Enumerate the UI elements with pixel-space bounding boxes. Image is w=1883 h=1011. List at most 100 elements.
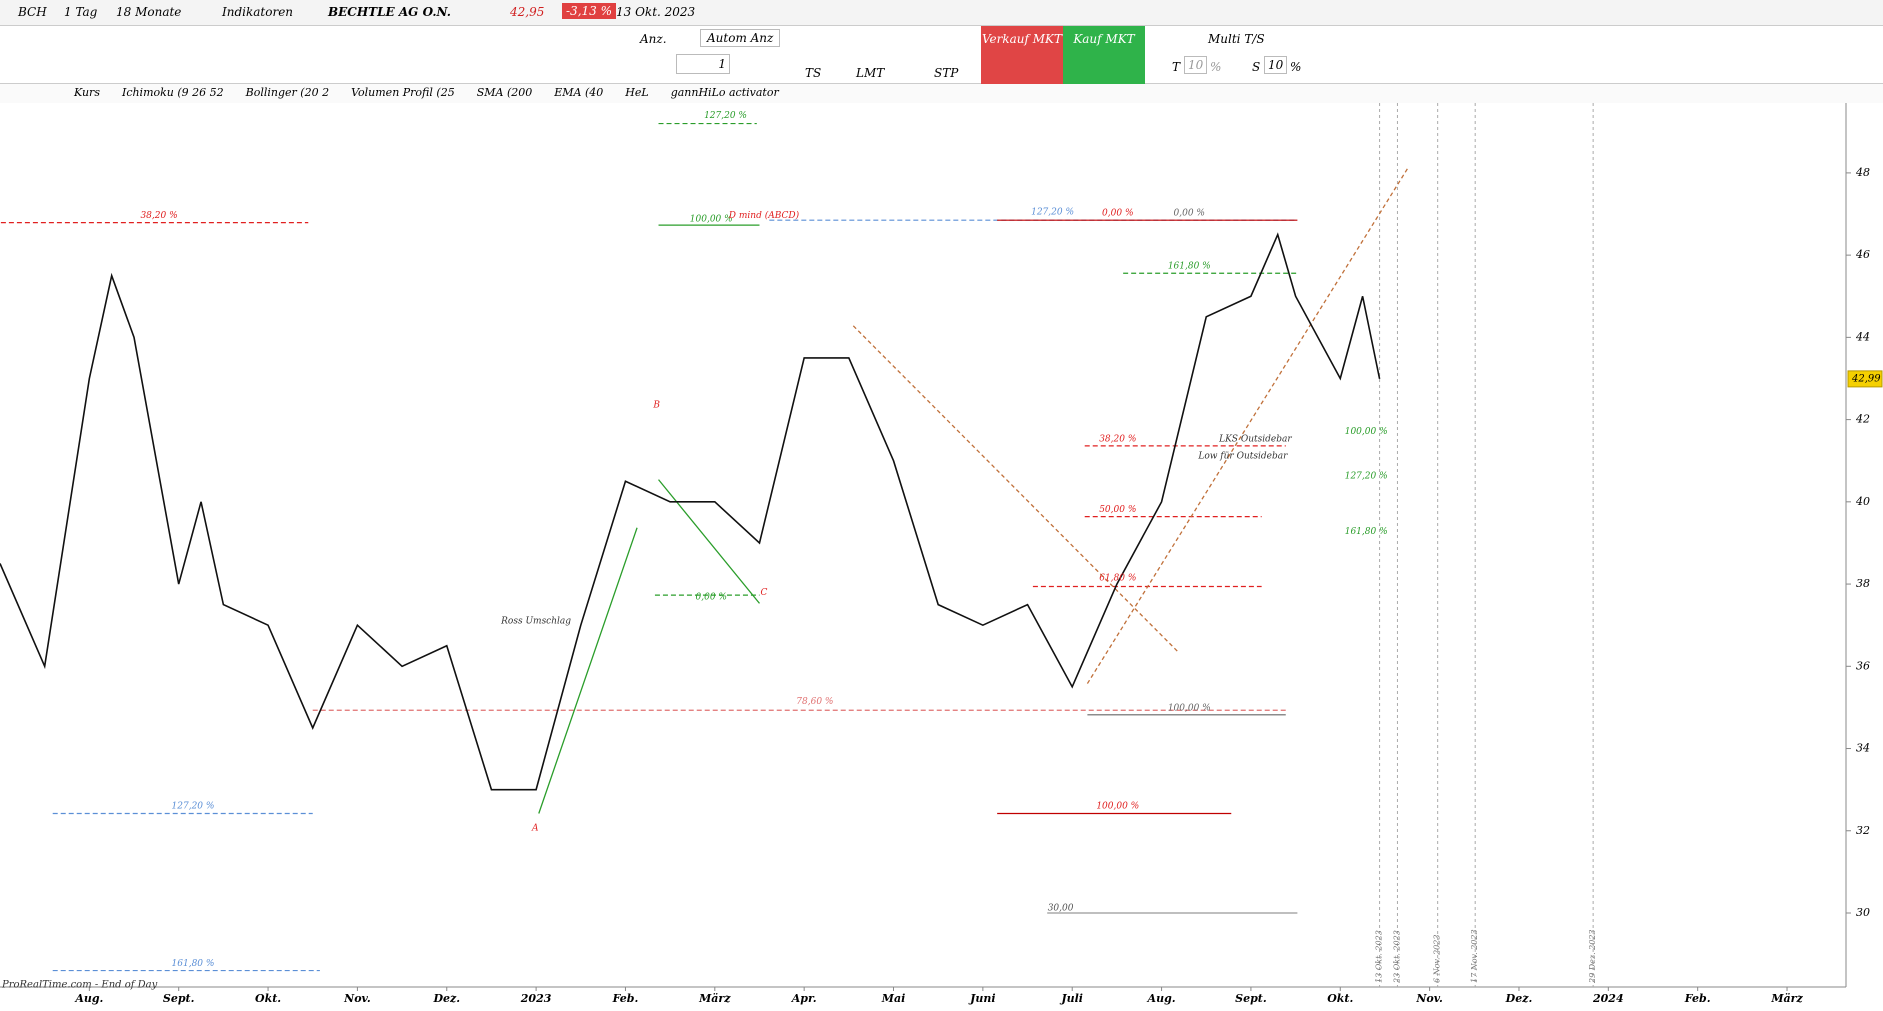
- annotation: 0,00 %: [1174, 209, 1205, 219]
- y-tick-label: 36: [1856, 659, 1870, 672]
- x-tick-label: 2024: [1592, 992, 1624, 1005]
- annotation: 100,00 %: [1345, 427, 1388, 437]
- source: ProRealTime.com - End of Day: [1, 980, 158, 991]
- x-tick-label: März: [1770, 992, 1803, 1005]
- x-tick-label: Sept.: [1235, 992, 1267, 1005]
- toolbar: BCH 1 Tag 18 Monate Indikatoren BECHTLE …: [0, 0, 1883, 26]
- buy-label: Kauf MKT: [1073, 32, 1135, 46]
- annotation: Ross Umschlag: [500, 617, 571, 627]
- indicator-toggle[interactable]: gannHiLo activator: [670, 86, 779, 99]
- s-unit: %: [1290, 60, 1302, 74]
- chart: 3032343638404244464850Aug.Sept.Okt.Nov.D…: [0, 103, 1883, 1005]
- annotation: 38,20 %: [1099, 434, 1136, 444]
- annotation: 0,00 %: [1102, 209, 1133, 219]
- x-tick-label: Okt.: [1327, 992, 1353, 1005]
- annotation: C: [761, 588, 768, 598]
- y-tick-label: 38: [1856, 577, 1870, 590]
- quantity[interactable]: 1: [676, 54, 730, 74]
- interval[interactable]: 1 Tag: [64, 5, 98, 19]
- s[interactable]: S: [1252, 60, 1261, 74]
- annotation: 127,20 %: [1345, 471, 1388, 481]
- annotation: 61,80 %: [1099, 573, 1136, 583]
- annotation: D mind (ABCD): [728, 210, 800, 221]
- indicator-toggle[interactable]: Bollinger (20 2: [245, 86, 330, 99]
- last-price-label: 42,99: [1851, 373, 1881, 384]
- indicators[interactable]: Indikatoren: [222, 5, 294, 19]
- y-tick-label: 32: [1856, 824, 1870, 837]
- price-line: [0, 232, 1381, 791]
- annotation: 100,00 %: [690, 214, 733, 224]
- auto-quantity[interactable]: Autom Anz: [700, 29, 781, 47]
- y-tick-label: 34: [1856, 742, 1870, 755]
- annotation: 100,00 %: [1096, 802, 1139, 812]
- annotation: Low für Outsidebar: [1197, 451, 1288, 461]
- sell-label: Verkauf MKT: [981, 32, 1063, 46]
- price: 42,95: [510, 5, 545, 19]
- indicator-toggle[interactable]: HeL: [625, 86, 649, 99]
- annotation: 50,00 %: [1099, 505, 1136, 515]
- annotation: LKS Outsidebar: [1218, 434, 1292, 444]
- annotation: 127,20 %: [704, 111, 747, 121]
- indicator-toggle[interactable]: EMA (40: [554, 86, 604, 99]
- trend-line: [538, 527, 638, 814]
- symbol[interactable]: BCH: [18, 5, 47, 19]
- annotation: 161,80 %: [172, 959, 215, 969]
- annotation: 100,00 %: [1168, 703, 1211, 713]
- stp[interactable]: STP: [934, 66, 959, 80]
- x-tick-label: 2023: [520, 992, 552, 1005]
- x-tick-label: Mai: [881, 992, 905, 1005]
- date-label: 23 Okt. 2023: [1392, 930, 1401, 984]
- x-tick-label: Juli: [1059, 992, 1083, 1005]
- s-value[interactable]: 10: [1264, 56, 1288, 74]
- date-label: 6 Nov. 2023: [1433, 935, 1442, 983]
- x-tick-label: Dez.: [1505, 992, 1533, 1005]
- x-tick-label: März: [698, 992, 731, 1005]
- annotation: B: [652, 401, 660, 411]
- date-label: 29 Dez. 2023: [1588, 929, 1597, 984]
- buy-button[interactable]: Kauf MKT: [1063, 26, 1145, 84]
- annotation: 38,20 %: [140, 211, 177, 221]
- x-tick-label: Feb.: [1684, 992, 1711, 1005]
- t-value[interactable]: 10: [1184, 56, 1208, 74]
- indicator-toggle[interactable]: Volumen Profil (25: [351, 86, 455, 99]
- indicator-toggle[interactable]: Ichimoku (9 26 52: [121, 86, 224, 99]
- x-tick-label: Aug.: [1147, 992, 1176, 1005]
- date-label: 17 Nov. 2023: [1470, 929, 1479, 983]
- x-tick-label: Feb.: [612, 992, 639, 1005]
- x-tick-label: Nov.: [343, 992, 371, 1005]
- t[interactable]: T: [1172, 60, 1181, 74]
- t-unit: %: [1210, 60, 1222, 74]
- order-panel: Anz. Autom Anz 1 TS LMT STP Verkauf MKT …: [0, 26, 1883, 84]
- x-tick-label: Okt.: [255, 992, 281, 1005]
- instrument: BECHTLE AG O.N.: [328, 5, 451, 19]
- lmt[interactable]: LMT: [856, 66, 885, 80]
- annotation: 0,00 %: [696, 593, 727, 603]
- range[interactable]: 18 Monate: [116, 5, 182, 19]
- quantity-label: Anz.: [640, 32, 667, 46]
- change: -3,13 %: [562, 3, 616, 19]
- y-tick-label: 42: [1855, 413, 1870, 426]
- multi[interactable]: Multi T/S: [1208, 32, 1265, 46]
- trend-line: [1086, 167, 1409, 684]
- annotation: 161,80 %: [1345, 527, 1388, 537]
- y-tick-label: 48: [1855, 166, 1870, 179]
- x-tick-label: Nov.: [1415, 992, 1443, 1005]
- y-tick-label: 44: [1855, 330, 1870, 343]
- annotation: A: [531, 823, 539, 833]
- annotation: 78,60 %: [796, 697, 833, 707]
- indicator-bar: Kurs Ichimoku (9 26 52 Bollinger (20 2 Volu…: [0, 84, 1883, 103]
- y-tick-label: 46: [1855, 248, 1870, 261]
- sell-button[interactable]: Verkauf MKT: [981, 26, 1063, 84]
- annotation: 30,00: [1048, 904, 1074, 914]
- indicator-toggle[interactable]: SMA (200: [476, 86, 533, 99]
- ts[interactable]: TS: [805, 66, 822, 80]
- indicator-toggle[interactable]: Kurs: [74, 86, 100, 99]
- y-tick-label: 30: [1856, 906, 1870, 919]
- x-tick-label: Juni: [968, 992, 995, 1005]
- y-tick-label: 40: [1855, 495, 1870, 508]
- x-tick-label: Dez.: [432, 992, 460, 1005]
- annotation: 161,80 %: [1168, 261, 1211, 271]
- date-label: 13 Okt. 2023: [1375, 930, 1384, 983]
- trend-line: [658, 479, 760, 604]
